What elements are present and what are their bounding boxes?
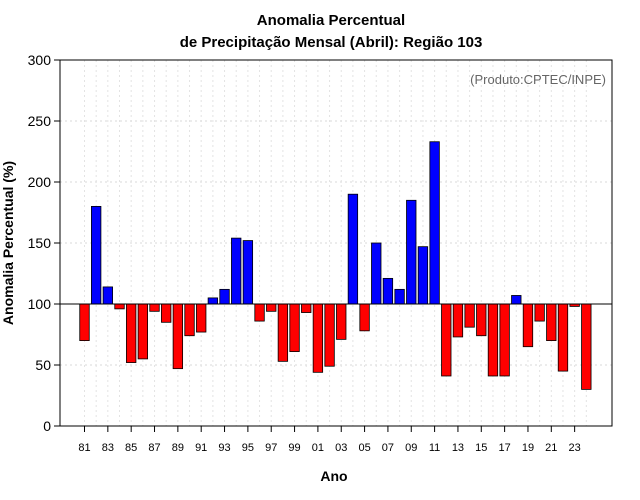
bar-09 xyxy=(406,199,417,305)
bar-24 xyxy=(581,303,592,390)
y-tick-label: 300 xyxy=(28,52,52,68)
x-tick-label: 01 xyxy=(312,442,324,454)
x-tick-label: 05 xyxy=(358,442,370,454)
bars-group xyxy=(79,141,592,390)
bar-82 xyxy=(91,205,102,305)
x-tick-label: 21 xyxy=(545,442,557,454)
bar-97 xyxy=(266,303,277,312)
x-tick-label: 09 xyxy=(405,442,417,454)
bar-83 xyxy=(102,286,113,305)
chart-title-line1: Anomalia Percentual xyxy=(257,12,405,29)
bar-06 xyxy=(371,242,382,305)
grid-lines xyxy=(60,60,612,426)
x-tick-label: 93 xyxy=(218,442,230,454)
bar-15 xyxy=(476,303,487,337)
y-tick-label: 200 xyxy=(28,174,52,190)
bar-18 xyxy=(511,295,522,305)
x-tick-label: 19 xyxy=(522,442,534,454)
x-tick-label: 85 xyxy=(125,442,137,454)
x-tick-label: 03 xyxy=(335,442,347,454)
bar-84 xyxy=(114,303,125,310)
y-tick-label: 50 xyxy=(35,357,51,373)
bar-85 xyxy=(126,303,137,363)
bar-12 xyxy=(441,303,452,377)
bar-22 xyxy=(557,303,569,372)
y-axis-label: Anomalia Percentual (%) xyxy=(0,161,16,325)
x-tick-label: 07 xyxy=(382,442,394,454)
bar-81 xyxy=(79,303,90,341)
y-tick-label: 100 xyxy=(28,296,52,312)
x-axis-label: Ano xyxy=(320,468,347,484)
bar-05 xyxy=(359,303,370,332)
x-tick-label: 97 xyxy=(265,442,277,454)
x-tick-label: 17 xyxy=(498,442,510,454)
bar-10 xyxy=(417,246,429,305)
bar-89 xyxy=(172,303,184,370)
bar-87 xyxy=(149,303,160,312)
bar-14 xyxy=(464,303,475,328)
bar-11 xyxy=(429,141,440,305)
bar-99 xyxy=(289,303,300,352)
bar-19 xyxy=(522,303,534,348)
x-tick-label: 23 xyxy=(569,442,581,454)
x-tick-label: 89 xyxy=(172,442,184,454)
bar-01 xyxy=(312,303,324,373)
bar-02 xyxy=(324,303,335,367)
bar-98 xyxy=(277,303,289,362)
bar-13 xyxy=(452,303,464,338)
source-note: (Produto:CPTEC/INPE) xyxy=(470,72,606,87)
x-tick-label: 81 xyxy=(78,442,90,454)
bar-94 xyxy=(231,237,242,305)
bar-92 xyxy=(207,297,219,305)
bar-90 xyxy=(184,303,195,337)
bar-07 xyxy=(382,277,394,305)
x-axis-ticks: 81 83 85 87 89 91 93 95 97 99 01 03 05 07 09 11 13 15 17 19… xyxy=(78,426,581,454)
x-tick-label: 87 xyxy=(148,442,160,454)
x-tick-label: 91 xyxy=(195,442,207,454)
x-tick-label: 13 xyxy=(452,442,464,454)
bar-96 xyxy=(254,303,265,322)
x-tick-label: 83 xyxy=(102,442,114,454)
x-tick-label: 99 xyxy=(288,442,300,454)
bar-88 xyxy=(161,303,172,323)
bar-86 xyxy=(137,303,149,360)
y-tick-label: 0 xyxy=(43,418,51,434)
bar-08 xyxy=(394,288,405,305)
bar-17 xyxy=(499,303,510,377)
y-tick-label: 250 xyxy=(28,113,52,129)
chart-title-line2: de Precipitação Mensal (Abril): Região 1… xyxy=(180,34,483,51)
bar-91 xyxy=(196,303,207,333)
x-tick-label: 95 xyxy=(242,442,254,454)
bar-20 xyxy=(534,303,545,322)
bar-95 xyxy=(242,240,254,305)
bar-21 xyxy=(546,303,557,341)
y-tick-label: 150 xyxy=(28,235,52,251)
y-axis-ticks: 0 50 100 150 200 250 300 xyxy=(28,52,60,434)
bar-16 xyxy=(487,303,499,377)
x-tick-label: 15 xyxy=(475,442,487,454)
bar-04 xyxy=(347,193,359,305)
bar-00 xyxy=(301,303,312,313)
x-tick-label: 11 xyxy=(429,442,440,454)
bar-03 xyxy=(336,303,347,340)
bar-93 xyxy=(219,288,230,305)
